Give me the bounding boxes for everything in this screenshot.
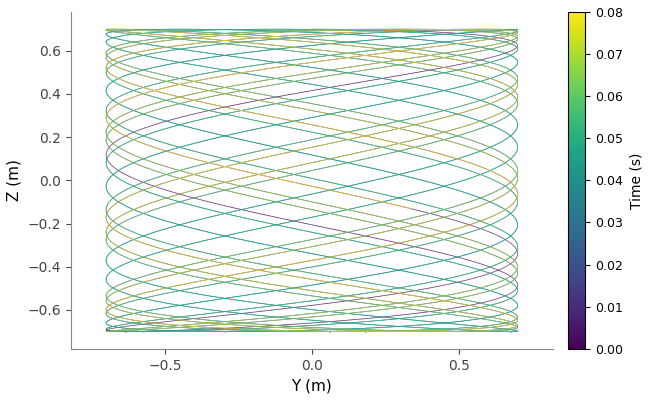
Y-axis label: Z (m): Z (m) [7, 160, 22, 201]
Y-axis label: Time (s): Time (s) [630, 152, 644, 208]
X-axis label: Y (m): Y (m) [291, 378, 332, 393]
